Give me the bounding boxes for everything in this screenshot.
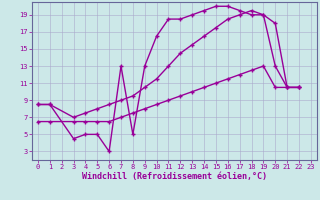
X-axis label: Windchill (Refroidissement éolien,°C): Windchill (Refroidissement éolien,°C) bbox=[82, 172, 267, 181]
